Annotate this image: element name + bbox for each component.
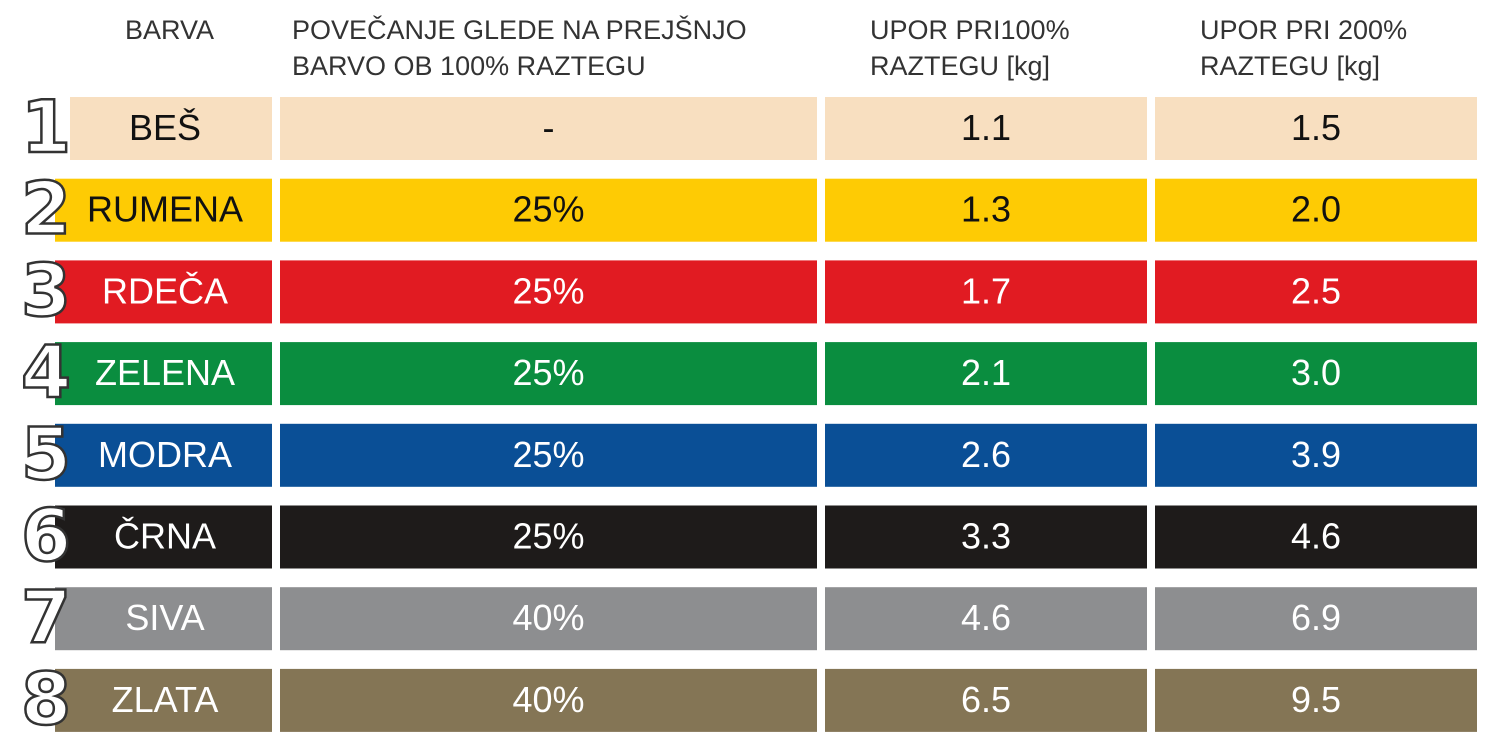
cell-background	[825, 97, 1147, 160]
cell-text: 25%	[512, 189, 584, 230]
row-number: 1	[21, 85, 71, 169]
cell-text: RDEČA	[102, 270, 228, 311]
cell-text: 4.6	[1291, 516, 1341, 557]
column-header: RAZTEGU [kg]	[870, 51, 1050, 81]
row-number: 5	[21, 412, 71, 496]
cell-background	[280, 260, 817, 324]
cell-text: 25%	[512, 434, 584, 475]
cell-text: -	[543, 107, 555, 148]
cell-background	[1155, 505, 1477, 569]
column-header: UPOR PRI100%	[870, 15, 1070, 45]
cell-background	[825, 587, 1147, 651]
cell-background	[55, 342, 272, 406]
cell-text: 1.5	[1291, 107, 1341, 148]
cell-text: 4.6	[961, 597, 1011, 638]
cell-background	[55, 260, 272, 324]
row-number: 4	[21, 330, 71, 414]
cell-text: BEŠ	[129, 107, 201, 148]
cell-background	[825, 178, 1147, 242]
cell-background	[825, 423, 1147, 487]
cell-text: 25%	[512, 270, 584, 311]
cell-background	[825, 668, 1147, 732]
column-header: RAZTEGU [kg]	[1200, 51, 1380, 81]
cell-text: 2.6	[961, 434, 1011, 475]
cell-background	[55, 587, 272, 651]
cell-background	[1155, 178, 1477, 242]
cell-background	[825, 505, 1147, 569]
cell-background	[70, 97, 272, 160]
cell-text: 3.9	[1291, 434, 1341, 475]
cell-text: 2.5	[1291, 270, 1341, 311]
column-header: UPOR PRI 200%	[1200, 15, 1407, 45]
cell-background	[55, 178, 272, 242]
row-number: 3	[21, 248, 71, 332]
cell-text: ČRNA	[114, 516, 216, 557]
cell-background	[280, 587, 817, 651]
row-number: 6	[21, 494, 71, 578]
cell-text: 3.0	[1291, 352, 1341, 393]
cell-background	[280, 668, 817, 732]
cell-text: 2.0	[1291, 189, 1341, 230]
cell-text: MODRA	[98, 434, 232, 475]
cell-text: ZELENA	[95, 352, 235, 393]
cell-background	[280, 423, 817, 487]
cell-text: 2.1	[961, 352, 1011, 393]
row-number: 8	[21, 657, 71, 740]
cell-text: ZLATA	[112, 679, 219, 720]
cell-text: RUMENA	[87, 189, 243, 230]
cell-background	[1155, 260, 1477, 324]
cell-text: 25%	[512, 352, 584, 393]
cell-background	[825, 342, 1147, 406]
cell-background	[280, 342, 817, 406]
cell-background	[55, 668, 272, 732]
column-header: POVEČANJE GLEDE NA PREJŠNJO	[292, 14, 747, 45]
column-header: BARVO OB 100% RAZTEGU	[292, 51, 646, 81]
cell-background	[55, 423, 272, 487]
cell-text: 1.3	[961, 189, 1011, 230]
row-number: 2	[21, 167, 71, 251]
cell-text: 25%	[512, 516, 584, 557]
cell-background	[1155, 423, 1477, 487]
cell-text: 40%	[512, 679, 584, 720]
cell-text: SIVA	[125, 597, 204, 638]
cell-background	[825, 260, 1147, 324]
cell-background	[280, 97, 817, 160]
cell-text: 6.5	[961, 679, 1011, 720]
cell-background	[1155, 342, 1477, 406]
cell-text: 9.5	[1291, 679, 1341, 720]
row-number: 7	[21, 575, 71, 659]
cell-background	[55, 505, 272, 569]
cell-background	[1155, 97, 1477, 160]
cell-background	[1155, 668, 1477, 732]
cell-background	[1155, 587, 1477, 651]
cell-text: 6.9	[1291, 597, 1341, 638]
cell-text: 3.3	[961, 516, 1011, 557]
column-header: BARVA	[125, 15, 214, 45]
cell-text: 1.7	[961, 270, 1011, 311]
cell-background	[280, 505, 817, 569]
cell-text: 40%	[512, 597, 584, 638]
cell-text: 1.1	[961, 107, 1011, 148]
cell-background	[280, 178, 817, 242]
